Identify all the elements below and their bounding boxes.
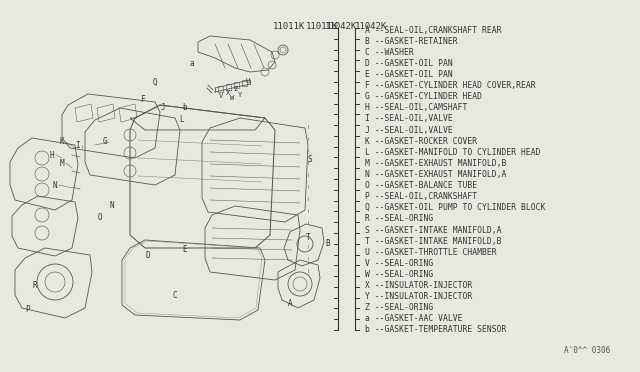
Text: F: F — [140, 96, 144, 105]
Text: D --GASKET-OIL PAN: D --GASKET-OIL PAN — [365, 59, 452, 68]
Text: M --GASKET-EXHAUST MANIFOLD,B: M --GASKET-EXHAUST MANIFOLD,B — [365, 159, 506, 168]
Text: L: L — [180, 115, 184, 125]
Text: H --SEAL-OIL,CAMSHAFT: H --SEAL-OIL,CAMSHAFT — [365, 103, 467, 112]
Text: 11011K: 11011K — [306, 22, 338, 31]
Text: U: U — [246, 78, 250, 84]
Text: C: C — [173, 291, 177, 299]
Text: 11042K: 11042K — [325, 22, 357, 31]
Text: J --SEAL-OIL,VALVE: J --SEAL-OIL,VALVE — [365, 125, 452, 135]
Text: B: B — [326, 238, 330, 247]
Text: W --SEAL-ORING: W --SEAL-ORING — [365, 270, 433, 279]
Text: G: G — [102, 138, 108, 147]
Text: a: a — [189, 58, 195, 67]
Text: V --SEAL-ORING: V --SEAL-ORING — [365, 259, 433, 268]
Text: E: E — [182, 246, 188, 254]
Text: W: W — [230, 95, 234, 101]
Text: Y: Y — [238, 92, 242, 98]
Text: A --SEAL-OIL,CRANKSHAFT REAR: A --SEAL-OIL,CRANKSHAFT REAR — [365, 26, 502, 35]
Text: C --WASHER: C --WASHER — [365, 48, 413, 57]
Text: Q: Q — [153, 77, 157, 87]
Text: P: P — [26, 305, 30, 314]
Text: a --GASKET-AAC VALVE: a --GASKET-AAC VALVE — [365, 314, 463, 323]
Text: I: I — [76, 141, 80, 150]
Text: A'0^^ 0306: A'0^^ 0306 — [564, 346, 610, 355]
Text: J: J — [161, 103, 165, 112]
Text: L --GASKET-MANIFOLD TO CYLINDER HEAD: L --GASKET-MANIFOLD TO CYLINDER HEAD — [365, 148, 541, 157]
Text: X: X — [226, 90, 230, 96]
Text: E --GASKET-OIL PAN: E --GASKET-OIL PAN — [365, 70, 452, 79]
Text: 11042K: 11042K — [355, 22, 387, 31]
Text: K: K — [60, 138, 64, 147]
Text: N --GASKET-EXHAUST MANIFOLD,A: N --GASKET-EXHAUST MANIFOLD,A — [365, 170, 506, 179]
Text: N: N — [52, 180, 58, 189]
Text: S --GASKET-INTAKE MANIFOLD,A: S --GASKET-INTAKE MANIFOLD,A — [365, 225, 502, 234]
Text: T: T — [306, 234, 310, 243]
Text: B --GASKET-RETAINER: B --GASKET-RETAINER — [365, 36, 458, 46]
Text: V: V — [219, 93, 223, 99]
Text: F --GASKET-CYLINDER HEAD COVER,REAR: F --GASKET-CYLINDER HEAD COVER,REAR — [365, 81, 536, 90]
Text: D: D — [146, 250, 150, 260]
Text: R: R — [33, 280, 37, 289]
Text: I --SEAL-OIL,VALVE: I --SEAL-OIL,VALVE — [365, 114, 452, 124]
Text: K --GASKET-ROCKER COVER: K --GASKET-ROCKER COVER — [365, 137, 477, 145]
Text: S: S — [308, 155, 312, 164]
Text: G --GASKET-CYLINDER HEAD: G --GASKET-CYLINDER HEAD — [365, 92, 482, 101]
Text: X --INSULATOR-INJECTOR: X --INSULATOR-INJECTOR — [365, 281, 472, 290]
Text: H: H — [50, 151, 54, 160]
Text: Z --SEAL-ORING: Z --SEAL-ORING — [365, 303, 433, 312]
Text: 11011K: 11011K — [273, 22, 305, 31]
Text: O --GASKET-BALANCE TUBE: O --GASKET-BALANCE TUBE — [365, 181, 477, 190]
Text: Y --INSULATOR-INJECTOR: Y --INSULATOR-INJECTOR — [365, 292, 472, 301]
Text: P --SEAL-OIL,CRANKSHAFT: P --SEAL-OIL,CRANKSHAFT — [365, 192, 477, 201]
Text: Z: Z — [234, 86, 238, 92]
Text: R --SEAL-ORING: R --SEAL-ORING — [365, 214, 433, 224]
Text: Q --GASKET-OIL PUMP TO CYLINDER BLOCK: Q --GASKET-OIL PUMP TO CYLINDER BLOCK — [365, 203, 545, 212]
Text: N: N — [109, 201, 115, 209]
Text: M: M — [60, 158, 64, 167]
Text: O: O — [98, 214, 102, 222]
Text: b --GASKET-TEMPERATURE SENSOR: b --GASKET-TEMPERATURE SENSOR — [365, 326, 506, 334]
Text: T --GASKET-INTAKE MANIFOLD,B: T --GASKET-INTAKE MANIFOLD,B — [365, 237, 502, 246]
Text: U --GASKET-THROTTLE CHAMBER: U --GASKET-THROTTLE CHAMBER — [365, 248, 497, 257]
Text: b: b — [182, 103, 188, 112]
Text: A: A — [288, 298, 292, 308]
